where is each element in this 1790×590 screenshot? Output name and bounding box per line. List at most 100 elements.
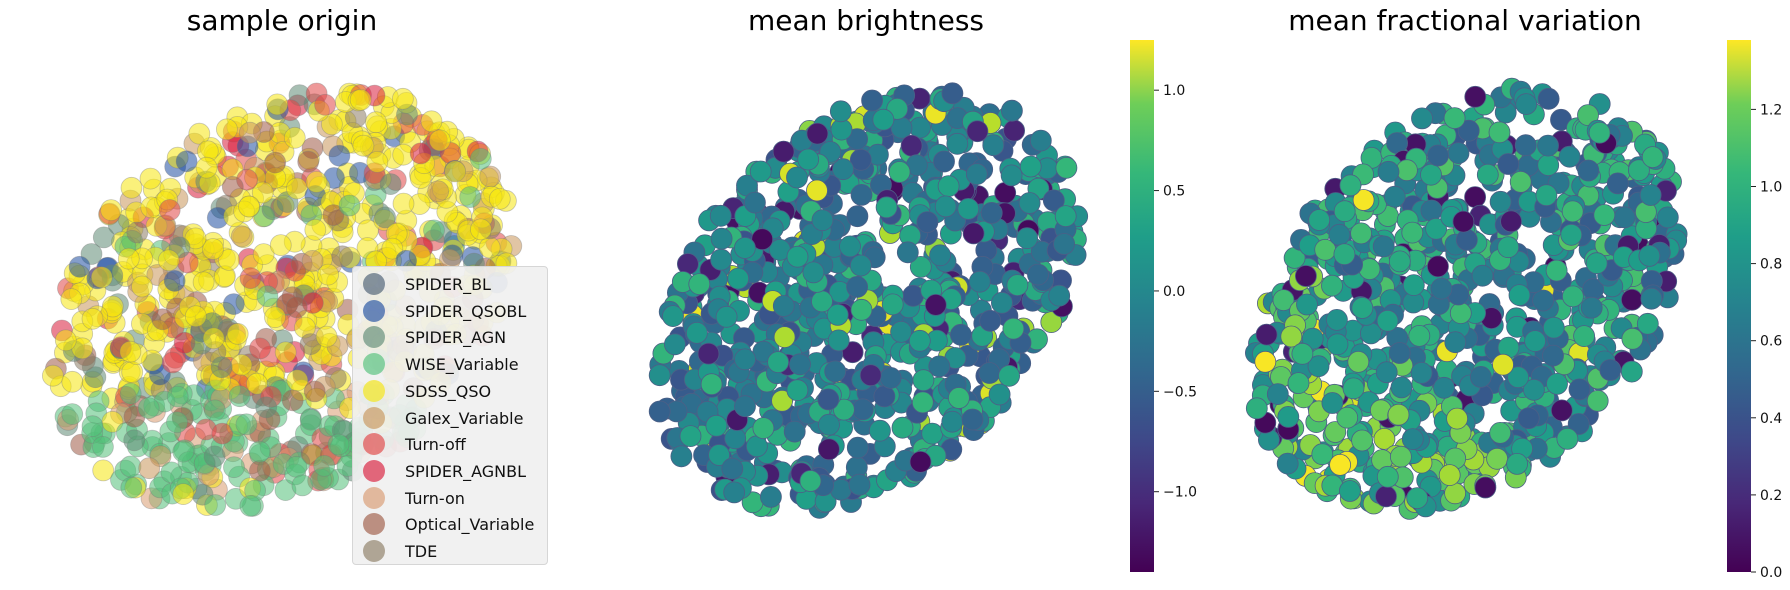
scatter-point <box>1055 156 1078 179</box>
scatter-point <box>968 270 991 293</box>
scatter-point <box>734 395 756 418</box>
scatter-point <box>281 389 304 412</box>
colorbar-fractional-variation-ticks: 0.0 0.2 0.4 0.6 0.8 1.0 1.2 <box>1751 102 1782 581</box>
scatter-point <box>246 372 268 395</box>
scatter-point <box>909 450 932 473</box>
scatter-point <box>929 244 951 267</box>
scatter-point <box>950 323 972 346</box>
scatter-point <box>297 150 320 173</box>
scatter-point <box>909 255 932 278</box>
scatter-point <box>238 195 260 218</box>
scatter-point <box>723 481 746 504</box>
scatter-point <box>266 93 289 116</box>
scatter-point <box>818 438 840 461</box>
scatter-point <box>818 413 840 436</box>
scatter-point <box>916 211 939 234</box>
scatter-point <box>252 243 275 266</box>
legend-item: SPIDER_AGN <box>363 324 506 350</box>
scatter-point <box>151 308 174 331</box>
scatter-point <box>61 403 84 426</box>
scatter-point <box>933 150 955 173</box>
scatter-point <box>751 228 774 251</box>
scatter-point <box>157 249 180 272</box>
legend-swatch <box>363 540 385 562</box>
scatter-point <box>202 238 224 260</box>
scatter-point <box>202 327 225 350</box>
scatter-point <box>998 364 1020 387</box>
scatter-point <box>322 204 345 227</box>
scatter-point <box>1053 233 1075 255</box>
legend-swatch <box>363 460 385 482</box>
scatter-point <box>833 398 855 421</box>
legend-item: SDSS_QSO <box>363 378 491 404</box>
scatter-point <box>1048 284 1071 307</box>
scatter-point <box>81 415 104 438</box>
scatter-point <box>203 399 226 422</box>
scatter-point <box>428 129 451 152</box>
scatter-point <box>686 321 708 344</box>
scatter-point <box>285 296 308 319</box>
scatter-point <box>846 275 868 298</box>
scatter-point <box>315 325 338 348</box>
scatter-point <box>881 293 904 316</box>
scatter-point <box>409 142 432 165</box>
scatter-point <box>767 351 789 374</box>
scatter-point <box>912 369 935 392</box>
scatter-point <box>123 429 146 452</box>
scatter-point <box>772 140 795 163</box>
scatter-point <box>948 387 970 409</box>
scatter-point <box>228 385 251 408</box>
scatter-point <box>988 383 1011 406</box>
scatter-point <box>1027 263 1049 286</box>
scatter-point <box>313 454 336 477</box>
scatter-point <box>934 195 957 218</box>
scatter-point <box>68 255 91 278</box>
scatter-point <box>222 293 245 316</box>
scatter-point <box>120 476 143 499</box>
scatter-point <box>117 247 140 270</box>
scatter-point <box>166 411 188 434</box>
scatter-point <box>54 329 77 352</box>
scatter-point <box>137 397 160 420</box>
scatter-point <box>662 305 684 328</box>
scatter-point <box>705 414 728 437</box>
scatter-point <box>861 89 883 112</box>
scatter-point <box>946 132 969 155</box>
scatter-point <box>888 161 911 183</box>
scatter-point <box>1019 155 1042 178</box>
legend-swatch <box>363 487 385 509</box>
scatter-point <box>327 433 350 456</box>
legend-label: SPIDER_AGNBL <box>405 461 526 481</box>
scatter-point <box>349 89 372 111</box>
legend-label: Galex_Variable <box>405 408 524 428</box>
scatter-point <box>783 420 806 443</box>
colorbar-tick-label: 0.0 <box>1163 284 1185 300</box>
scatter-point <box>42 364 64 387</box>
colorbar-tick-label: 1.0 <box>1760 179 1782 195</box>
legend-label: Turn-on <box>405 488 465 508</box>
scatter-point <box>1537 87 1560 110</box>
scatter-point <box>846 205 869 228</box>
legend-label: SDSS_QSO <box>405 381 492 401</box>
scatter-point <box>957 197 980 220</box>
colorbar-brightness-ticks: −1.0 −0.5 0.0 0.5 1.0 <box>1154 83 1197 501</box>
scatter-point <box>175 150 198 173</box>
scatter-point <box>239 267 262 290</box>
scatter-point <box>251 181 274 204</box>
scatter-point <box>192 271 215 294</box>
scatter-point <box>420 110 443 133</box>
scatter-point <box>679 425 702 448</box>
scatter-point <box>469 218 492 241</box>
colorbar-tick-label: 0.6 <box>1760 334 1782 350</box>
scatter-point <box>786 245 809 268</box>
scatter-point <box>744 191 766 214</box>
scatter-point <box>760 485 782 508</box>
scatter-point <box>303 380 326 403</box>
scatter-point <box>381 237 404 260</box>
scatter-point <box>256 285 279 308</box>
scatter-point <box>1029 129 1052 152</box>
scatter-point <box>488 187 511 210</box>
legend-swatch <box>363 407 385 429</box>
